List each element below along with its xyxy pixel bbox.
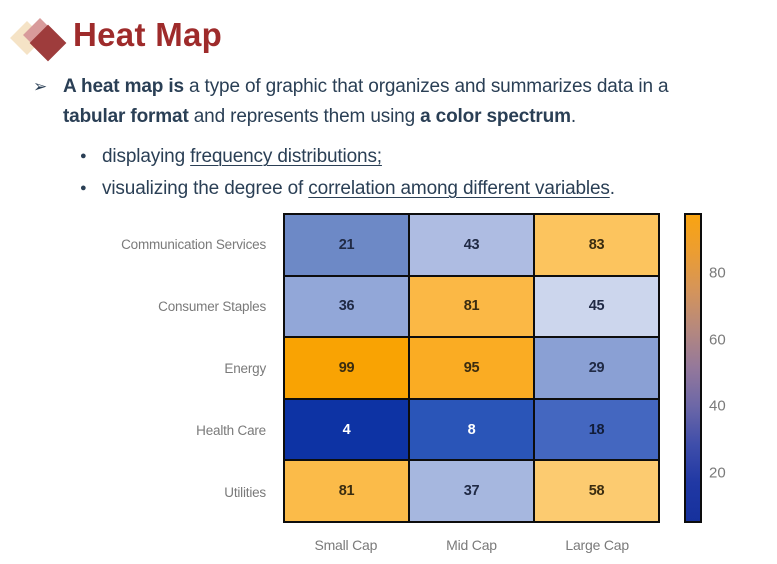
heatmap-cell: 36 (284, 275, 409, 338)
heatmap-cell: 83 (534, 214, 659, 276)
heatmap-cell: 8 (409, 398, 534, 461)
heatmap-row-labels: Communication Services Consumer Staples En… (0, 213, 266, 523)
dot-bullet-icon: ● (80, 182, 87, 194)
colorbar-tick-label: 80 (709, 264, 726, 282)
heatmap-cell: 29 (534, 337, 659, 399)
sub-bullet-correlation: ● visualizing the degree of correlation … (80, 173, 740, 204)
heatmap-row-label: Utilities (224, 484, 266, 500)
heatmap-row-label: Health Care (196, 422, 266, 438)
heatmap-cell: 4 (284, 398, 409, 461)
heatmap-cell: 21 (284, 214, 409, 276)
heatmap-cell: 18 (534, 398, 659, 461)
colorbar-tick-labels: 80 60 40 20 (709, 213, 749, 523)
definition-bullet: ➢ A heat map is a type of graphic that o… (33, 72, 763, 132)
heatmap-cell: 95 (409, 337, 534, 399)
heatmap-column-label: Mid Cap (446, 537, 497, 553)
heatmap-cell: 81 (409, 275, 534, 338)
sub-bullet-frequency-text: displaying frequency distributions; (102, 146, 382, 167)
heatmap-column-label: Small Cap (314, 537, 378, 553)
heatmap-grid: 21 43 83 36 81 45 99 95 29 4 8 18 81 37 58 (283, 213, 660, 523)
page-title: Heat Map (73, 16, 223, 53)
heatmap-row-label: Consumer Staples (158, 298, 266, 314)
heatmap-column-label: Large Cap (565, 537, 629, 553)
heatmap-cell: 99 (284, 337, 409, 399)
heatmap-cell: 45 (534, 275, 659, 338)
colorbar-tick-label: 60 (709, 331, 726, 349)
sub-bullet-frequency: ● displaying frequency distributions; (80, 141, 740, 172)
arrow-bullet-icon: ➢ (33, 77, 48, 96)
colorbar-tick-label: 20 (709, 464, 726, 482)
heatmap-cell: 43 (409, 214, 534, 276)
colorbar-gradient (684, 213, 702, 523)
colorbar-tick-label: 40 (709, 397, 726, 415)
sub-bullet-correlation-text: visualizing the degree of correlation am… (102, 178, 615, 199)
heatmap-column-labels: Small Cap Mid Cap Large Cap (283, 537, 660, 553)
heatmap-cell: 81 (284, 460, 409, 522)
heatmap-cell: 58 (534, 460, 659, 522)
heatmap-cell: 37 (409, 460, 534, 522)
dot-bullet-icon: ● (80, 150, 87, 162)
heatmap-row-label: Energy (224, 360, 266, 376)
definition-text: A heat map is a type of graphic that org… (63, 76, 669, 127)
heatmap-row-label: Communication Services (121, 236, 266, 252)
sub-bullet-list: ● displaying frequency distributions; ● … (80, 141, 740, 205)
